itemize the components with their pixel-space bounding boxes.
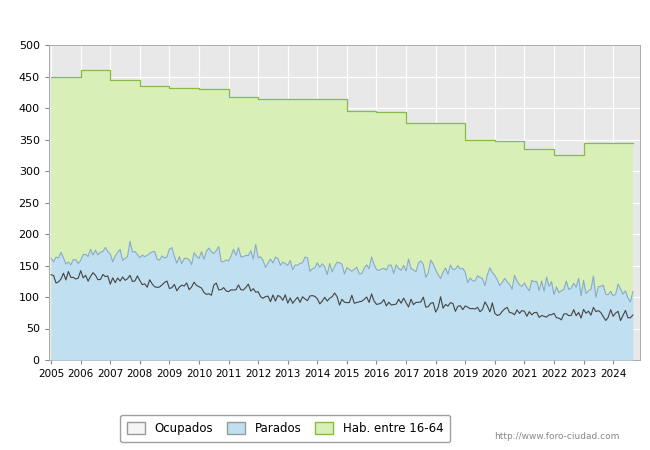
- Legend: Ocupados, Parados, Hab. entre 16-64: Ocupados, Parados, Hab. entre 16-64: [120, 415, 450, 442]
- Text: Villamejil - Evolucion de la poblacion en edad de Trabajar Septiembre de 2024: Villamejil - Evolucion de la poblacion e…: [75, 12, 575, 25]
- Text: http://www.foro-ciudad.com: http://www.foro-ciudad.com: [494, 432, 619, 441]
